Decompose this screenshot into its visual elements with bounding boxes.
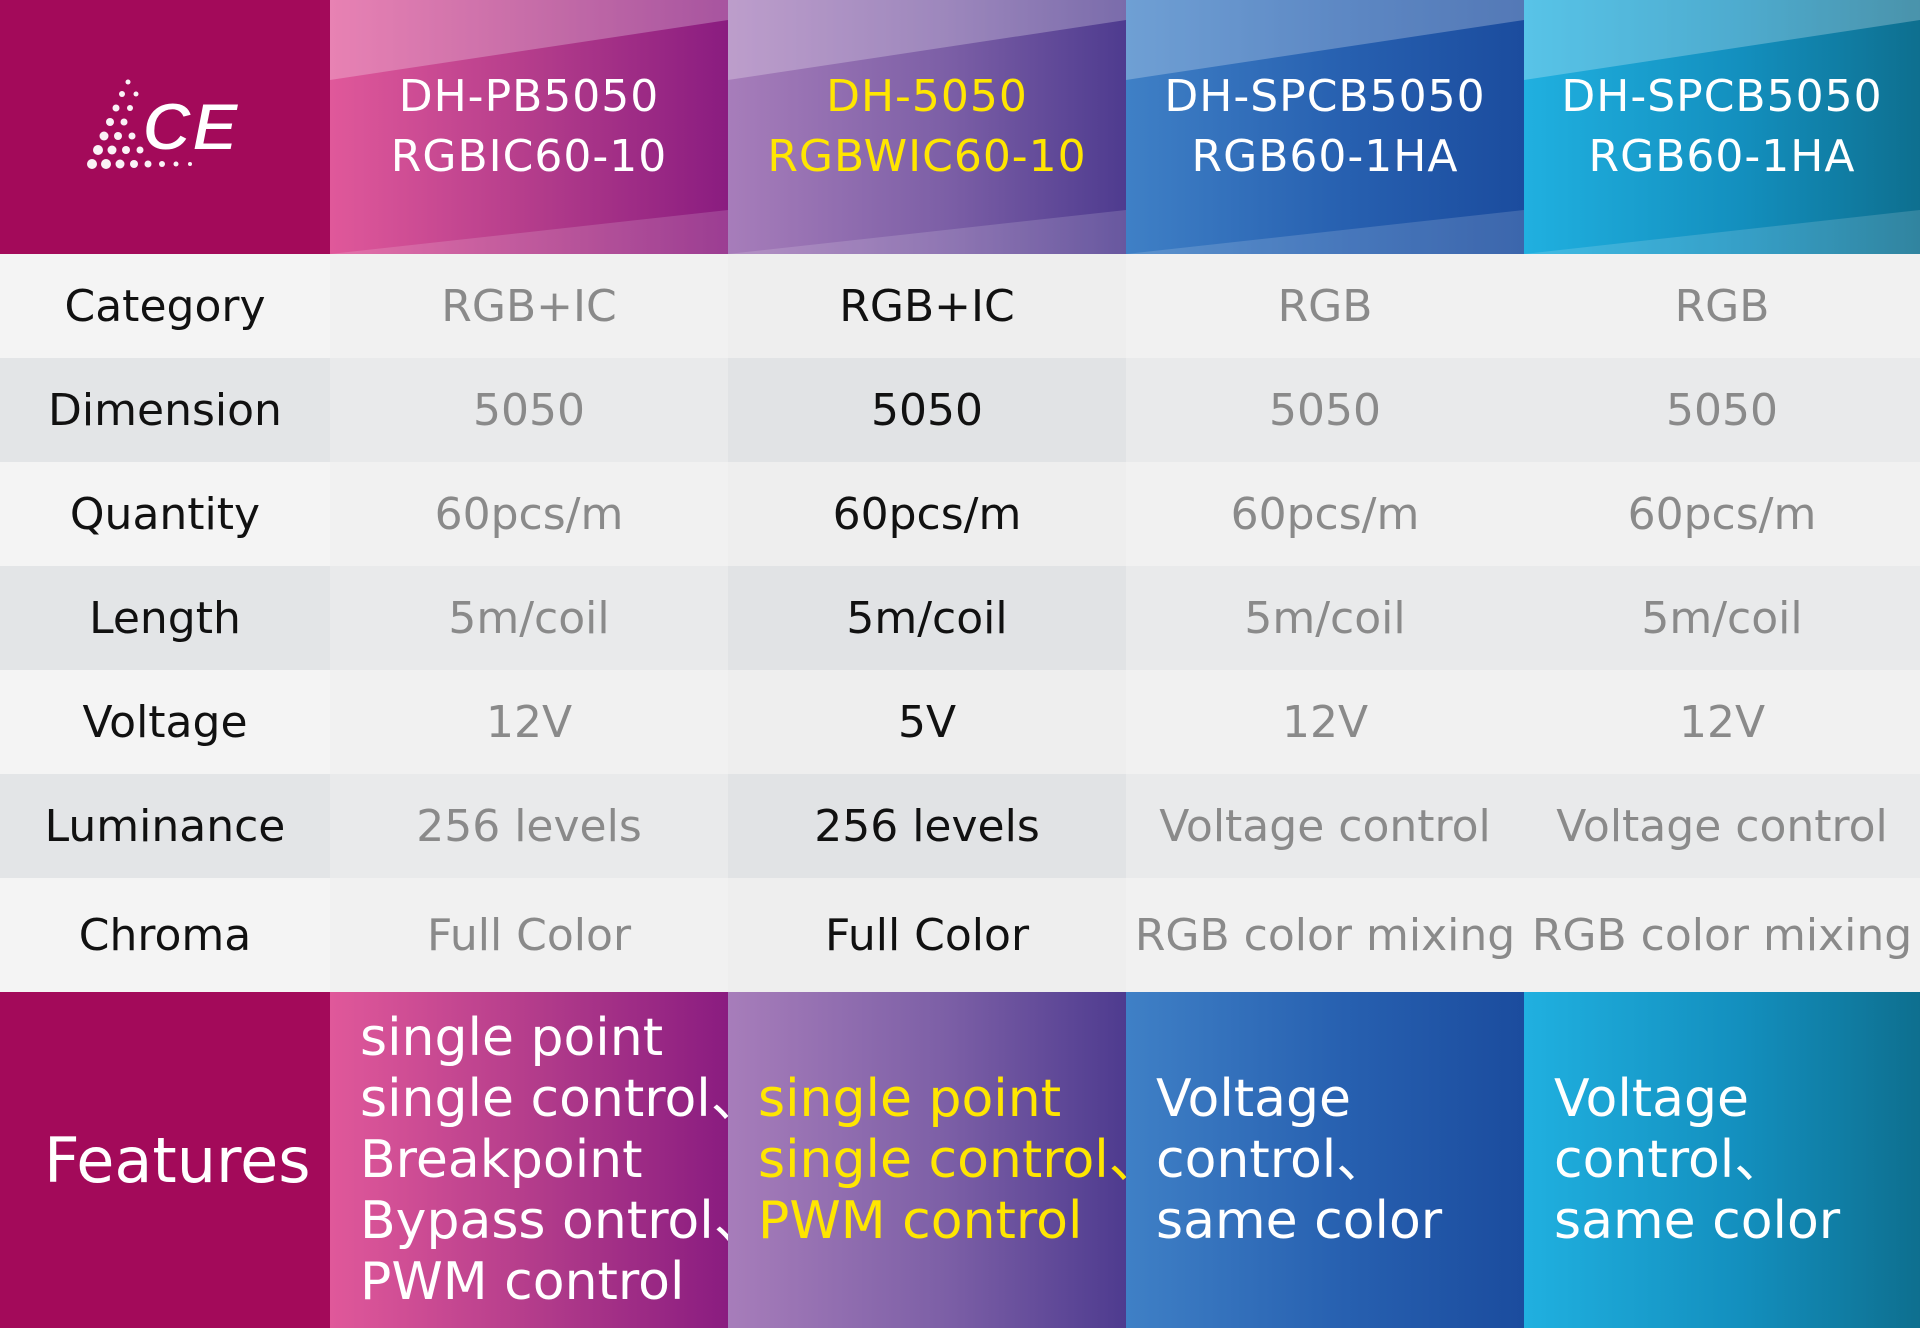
row-value: 5050 xyxy=(1126,358,1524,462)
row-value: 60pcs/m xyxy=(1126,462,1524,566)
row-value: 60pcs/m xyxy=(330,462,728,566)
feature-line: PWM control xyxy=(360,1251,685,1312)
header-col-1-line2: RGBIC60-10 xyxy=(390,131,668,182)
header-col-2-line1: DH-5050 xyxy=(826,71,1028,122)
feature-line: single control、 xyxy=(360,1068,763,1129)
row-length: Length 5m/coil 5m/coil 5m/coil 5m/coil xyxy=(0,566,1920,670)
header-col-2: DH-5050 RGBWIC60-10 xyxy=(728,0,1126,254)
feature-line: Bypass ontrol、 xyxy=(360,1190,766,1251)
header-col-3-line2: RGB60-1HA xyxy=(1191,131,1459,182)
row-label: Luminance xyxy=(0,774,330,878)
ce-logo: CE xyxy=(87,79,240,169)
features-col-4: Voltage control、 same color xyxy=(1524,992,1920,1328)
features-col-2: single point single control、 PWM control xyxy=(728,992,1161,1328)
row-value: 5m/coil xyxy=(330,566,728,670)
row-value: 5050 xyxy=(728,358,1126,462)
row-value: 5m/coil xyxy=(728,566,1126,670)
row-value: 12V xyxy=(1524,670,1920,774)
header-col-4: DH-SPCB5050 RGB60-1HA xyxy=(1524,0,1920,254)
header-col-1: DH-PB5050 RGBIC60-10 xyxy=(330,0,728,254)
row-value: 5V xyxy=(728,670,1126,774)
row-label: Voltage xyxy=(0,670,330,774)
row-label: Category xyxy=(0,254,330,358)
logo-text: CE xyxy=(142,89,240,165)
feature-line: single point xyxy=(758,1068,1062,1129)
row-value: 12V xyxy=(330,670,728,774)
feature-line: PWM control xyxy=(758,1190,1083,1251)
row-category: Category RGB+IC RGB+IC RGB RGB xyxy=(0,254,1920,358)
row-dimension: Dimension 5050 5050 5050 5050 xyxy=(0,358,1920,462)
feature-line: same color xyxy=(1554,1190,1841,1251)
row-label: Length xyxy=(0,566,330,670)
row-value: 60pcs/m xyxy=(1524,462,1920,566)
row-value: RGB color mixing xyxy=(1524,878,1920,992)
row-value: RGB+IC xyxy=(330,254,728,358)
row-voltage: Voltage 12V 5V 12V 12V xyxy=(0,670,1920,774)
row-label: Chroma xyxy=(0,878,330,992)
row-luminance: Luminance 256 levels 256 levels Voltage … xyxy=(0,774,1920,878)
row-value: RGB+IC xyxy=(728,254,1126,358)
feature-line: Voltage xyxy=(1156,1068,1352,1129)
header-col-3: DH-SPCB5050 RGB60-1HA xyxy=(1126,0,1524,254)
feature-line: single point xyxy=(360,1007,664,1068)
row-value: RGB color mixing xyxy=(1126,878,1524,992)
header-row: CE DH-PB5050 RGBIC60-10 DH-5050 RGBWIC60… xyxy=(0,0,1920,254)
row-label: Quantity xyxy=(0,462,330,566)
row-quantity: Quantity 60pcs/m 60pcs/m 60pcs/m 60pcs/m xyxy=(0,462,1920,566)
header-col-1-line1: DH-PB5050 xyxy=(398,71,660,122)
features-col-3: Voltage control、 same color xyxy=(1126,992,1524,1328)
header-col-3-title: DH-SPCB5050 RGB60-1HA xyxy=(1164,67,1485,187)
header-col-4-line1: DH-SPCB5050 xyxy=(1561,71,1883,122)
feature-line: control、 xyxy=(1554,1129,1787,1190)
feature-line: single control、 xyxy=(758,1129,1161,1190)
row-value: Voltage control xyxy=(1126,774,1524,878)
header-col-1-title: DH-PB5050 RGBIC60-10 xyxy=(391,67,667,187)
header-col-3-line1: DH-SPCB5050 xyxy=(1164,71,1486,122)
row-value: 256 levels xyxy=(728,774,1126,878)
row-value: RGB xyxy=(1126,254,1524,358)
feature-line: Voltage xyxy=(1554,1068,1750,1129)
row-label: Dimension xyxy=(0,358,330,462)
features-row: Features single point single control、 Br… xyxy=(0,992,1920,1328)
logo-cell: CE xyxy=(0,0,330,254)
header-col-4-title: DH-SPCB5050 RGB60-1HA xyxy=(1561,67,1882,187)
row-value: 12V xyxy=(1126,670,1524,774)
row-value: 5050 xyxy=(1524,358,1920,462)
header-col-4-line2: RGB60-1HA xyxy=(1588,131,1856,182)
row-value: Full Color xyxy=(728,878,1126,992)
row-value: 5m/coil xyxy=(1126,566,1524,670)
feature-line: control、 xyxy=(1156,1129,1389,1190)
row-value: RGB xyxy=(1524,254,1920,358)
header-col-2-line2: RGBWIC60-10 xyxy=(767,131,1087,182)
row-value: 256 levels xyxy=(330,774,728,878)
row-value: Full Color xyxy=(330,878,728,992)
features-col-1: single point single control、 Breakpoint … xyxy=(330,992,766,1328)
feature-line: same color xyxy=(1156,1190,1443,1251)
features-label: Features xyxy=(0,992,330,1328)
row-chroma: Chroma Full Color Full Color RGB color m… xyxy=(0,878,1920,992)
feature-line: Breakpoint xyxy=(360,1129,643,1190)
row-value: 5m/coil xyxy=(1524,566,1920,670)
row-value: 5050 xyxy=(330,358,728,462)
row-value: Voltage control xyxy=(1524,774,1920,878)
row-value: 60pcs/m xyxy=(728,462,1126,566)
header-col-2-title: DH-5050 RGBWIC60-10 xyxy=(767,67,1086,187)
